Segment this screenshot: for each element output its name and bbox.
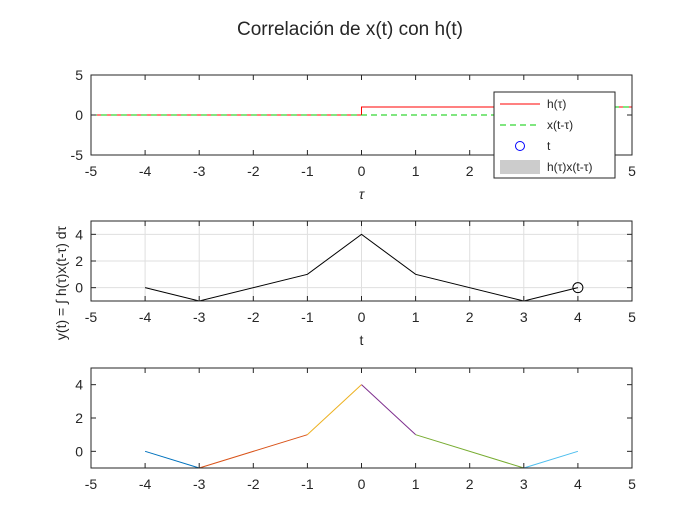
- x-tick-label: 0: [358, 476, 366, 492]
- y-tick-label: 4: [75, 377, 83, 393]
- y-tick-label: 0: [75, 107, 83, 123]
- figure-title: Correlación de x(t) con h(t): [237, 19, 463, 40]
- x-tick-label: 1: [412, 476, 420, 492]
- y-tick-label: 0: [75, 443, 83, 459]
- legend-entry-label: h(τ): [547, 97, 566, 111]
- x-tick-label: -5: [85, 163, 98, 179]
- y-tick-label: 2: [75, 410, 83, 426]
- x-tick-label: -1: [301, 476, 314, 492]
- x-tick-label: 5: [628, 309, 636, 325]
- x-tick-label: 5: [628, 163, 636, 179]
- x-tick-label: 4: [574, 309, 582, 325]
- x-tick-label: -3: [193, 476, 206, 492]
- x-tick-label: 0: [358, 309, 366, 325]
- x-tick-label: -2: [247, 163, 260, 179]
- axes-top: -5-4-3-2-1012345-505τh(τ)x(t-τ)th(τ)x(t-…: [71, 67, 637, 202]
- legend-entry-label: t: [547, 139, 551, 153]
- y-tick-label: 4: [75, 226, 83, 242]
- x-tick-label: -2: [247, 476, 260, 492]
- x-tick-label: -2: [247, 309, 260, 325]
- x-tick-label: 0: [358, 163, 366, 179]
- x-tick-label: -3: [193, 163, 206, 179]
- current-t-marker: [572, 282, 584, 294]
- series-line-2: [307, 384, 362, 436]
- x-tick-label: 1: [412, 163, 420, 179]
- legend-swatch-marker: [515, 141, 525, 151]
- legend-swatch-area: [500, 160, 540, 174]
- x-tick-label: 2: [466, 309, 474, 325]
- x-tick-label: 3: [520, 309, 528, 325]
- x-tick-label: 2: [466, 476, 474, 492]
- x-tick-label: -5: [85, 309, 98, 325]
- y-tick-label: -5: [71, 147, 84, 163]
- y-tick-label: 5: [75, 67, 83, 83]
- y-tick-label: 0: [75, 280, 83, 296]
- series-line-4: [415, 434, 524, 469]
- y-axis-label-middle: y(t) = ∫ h(τ)x(t-τ) dτ: [53, 225, 69, 340]
- x-tick-label: -4: [139, 163, 152, 179]
- x-axis-label: t: [360, 332, 364, 348]
- x-tick-label: 4: [574, 476, 582, 492]
- x-tick-label: -1: [301, 163, 314, 179]
- x-tick-label: 5: [628, 476, 636, 492]
- x-tick-label: -1: [301, 309, 314, 325]
- legend-entry-label: x(t-τ): [547, 118, 573, 132]
- x-axis-label: τ: [359, 186, 365, 202]
- legend-entry-label: h(τ)x(t-τ): [547, 160, 592, 174]
- x-tick-label: -5: [85, 476, 98, 492]
- x-tick-label: -4: [139, 309, 152, 325]
- axes-bottom: -5 -4 -3 -2 -1 0 1 2 3 4 5 0 2 4: [75, 367, 636, 492]
- series-line-5: [523, 450, 579, 469]
- series-line-0: [144, 450, 200, 469]
- x-tick-label: 2: [466, 163, 474, 179]
- plot-area: [91, 368, 632, 468]
- y-tick-label: 2: [75, 253, 83, 269]
- series-line-3: [361, 384, 416, 436]
- x-tick-label: -3: [193, 309, 206, 325]
- series-line-1: [199, 434, 308, 469]
- x-tick-label: -4: [139, 476, 152, 492]
- x-tick-label: 1: [412, 309, 420, 325]
- axes-middle: -5 -4 -3 -2 -1 0 1 2 3 4 5 0 2 4 t: [75, 220, 636, 348]
- x-tick-label: 3: [520, 476, 528, 492]
